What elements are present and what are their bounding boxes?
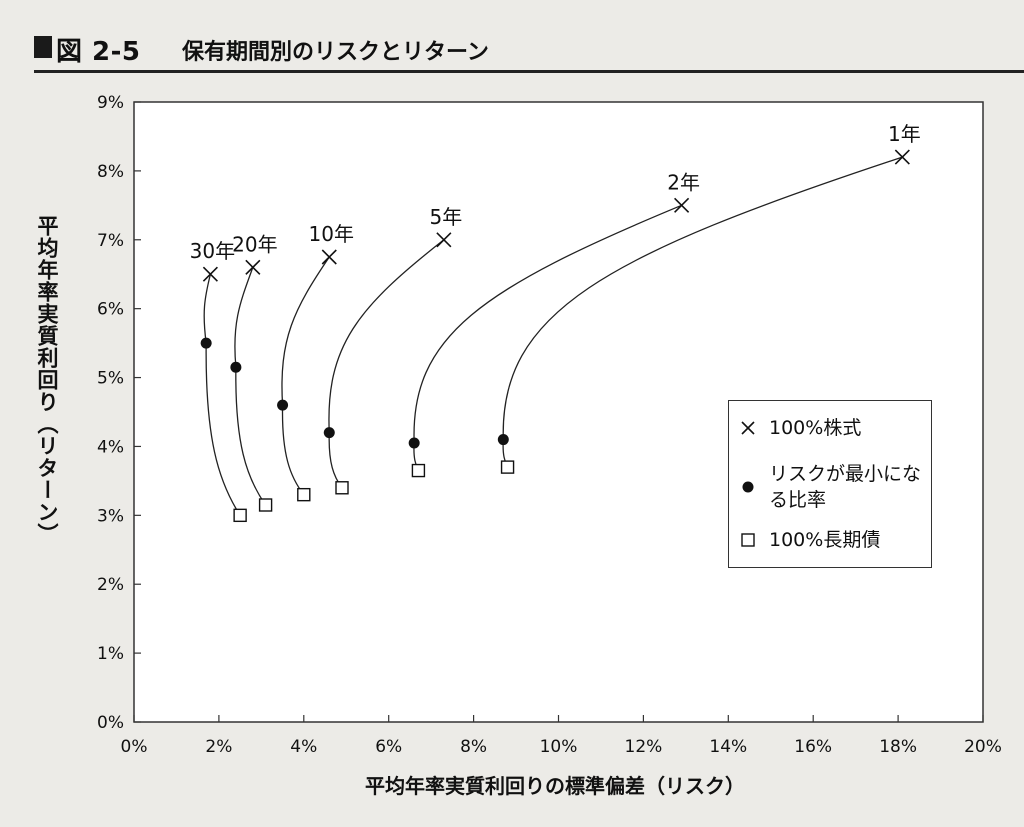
legend: 100%株式 リスクが最小になる比率 100%長期債 [728,400,932,568]
stock-point [674,197,690,213]
min-risk-point [230,361,242,373]
cross-marker-icon [741,421,755,435]
figure-number: 図 2-5 [56,37,141,67]
frontier-curves [203,156,903,516]
y-tick-label: 1% [97,644,124,664]
bond-point [233,508,247,523]
y-tick-label: 3% [97,506,124,526]
curve-label: 20年 [232,232,277,256]
curve-label: 30年 [190,239,235,263]
legend-label-stock: 100%株式 [769,417,862,439]
bond-point [297,487,311,502]
bond-point [500,460,515,474]
legend-label-min-risk: リスクが最小になる比率 [769,463,922,511]
y-tick-label: 4% [97,437,124,457]
stock-point [894,149,910,165]
min-risk-point [408,437,420,449]
y-tick-label: 0% [97,713,124,733]
y-tick-label: 6% [97,300,124,320]
curve-label: 2年 [667,170,700,194]
bond-point [411,463,426,478]
y-tick-label: 8% [97,162,124,182]
figure-marker-square [34,36,52,58]
stock-point [436,232,452,248]
legend-label-bond: 100%長期債 [769,529,881,551]
stock-point [245,259,261,275]
y-tick-label: 5% [97,369,124,389]
curve-label: 1年 [888,122,921,146]
x-tick-label: 20% [964,737,1002,757]
stock-point [321,249,337,265]
x-tick-label: 6% [375,737,402,757]
data-markers [200,149,910,523]
stock-point [202,266,218,282]
curve-label: 5年 [430,205,463,229]
y-tick-label: 9% [97,93,124,113]
x-tick-label: 4% [290,737,317,757]
y-tick-label: 2% [97,575,124,595]
frontier-curve [328,239,445,489]
x-tick-label: 16% [794,737,832,757]
y-axis-ticks: 0% 1% 2% 3% 4% 5% 6% 7% 8% 9% [97,93,141,733]
min-risk-point [277,399,289,411]
x-tick-label: 0% [121,737,148,757]
frontier-curve [281,256,330,496]
min-risk-point [497,434,509,446]
bond-point [258,498,273,512]
x-tick-label: 14% [709,737,747,757]
curve-label: 10年 [309,222,354,246]
y-axis-label: 平均年率実質利回り（リターン） [35,215,59,545]
figure-title: 保有期間別のリスクとリターン [182,40,489,65]
x-axis-label: 平均年率実質利回りの標準偏差（リスク） [365,774,745,798]
x-tick-label: 2% [205,737,232,757]
bond-point [335,481,349,495]
figure-header: 図 2-5 保有期間別のリスクとリターン [34,26,1024,73]
x-axis-ticks: 0% 2% 4% 6% 8% 10% 12% 14% 16% 18% 20% [121,715,1002,757]
frontier-curve [502,156,903,468]
min-risk-point [323,427,335,439]
min-risk-point [200,337,212,349]
frontier-curve [413,204,682,471]
x-tick-label: 12% [625,737,663,757]
frontier-curve [203,274,241,516]
square-marker-icon [741,533,755,547]
x-tick-label: 18% [879,737,917,757]
y-tick-label: 7% [97,231,124,251]
x-tick-label: 10% [540,737,578,757]
dot-marker-icon [742,481,754,493]
x-tick-label: 8% [460,737,487,757]
